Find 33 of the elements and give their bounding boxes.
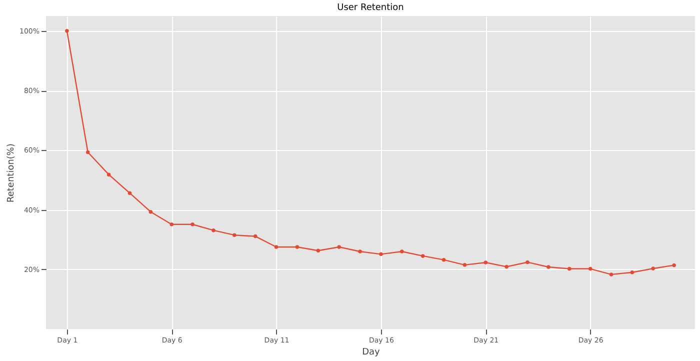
point: [65, 29, 69, 33]
point: [170, 222, 174, 226]
point: [274, 245, 278, 249]
point: [672, 263, 676, 268]
point: [651, 266, 655, 270]
point: [148, 210, 153, 214]
point: [462, 263, 467, 267]
point: [630, 270, 634, 274]
point: [484, 260, 488, 264]
point: [420, 254, 425, 258]
y-axis-title: Retention(%): [6, 144, 16, 202]
point: [379, 252, 383, 256]
point: [316, 248, 320, 252]
chart-title: User Retention: [337, 3, 404, 13]
point: [106, 172, 111, 176]
point: [568, 266, 572, 271]
point: [358, 250, 362, 254]
point: [337, 245, 341, 249]
point: [295, 245, 300, 249]
point: [128, 191, 132, 195]
point: [526, 260, 530, 264]
point: [400, 250, 404, 254]
point: [609, 272, 614, 276]
point: [212, 228, 216, 232]
point: [190, 222, 194, 226]
point: [504, 264, 508, 269]
x-axis-title: Day: [362, 348, 381, 358]
point: [442, 258, 446, 262]
point: [588, 266, 592, 271]
point: [253, 234, 258, 238]
point: [546, 265, 550, 269]
point: [232, 233, 236, 237]
point: [86, 150, 90, 154]
